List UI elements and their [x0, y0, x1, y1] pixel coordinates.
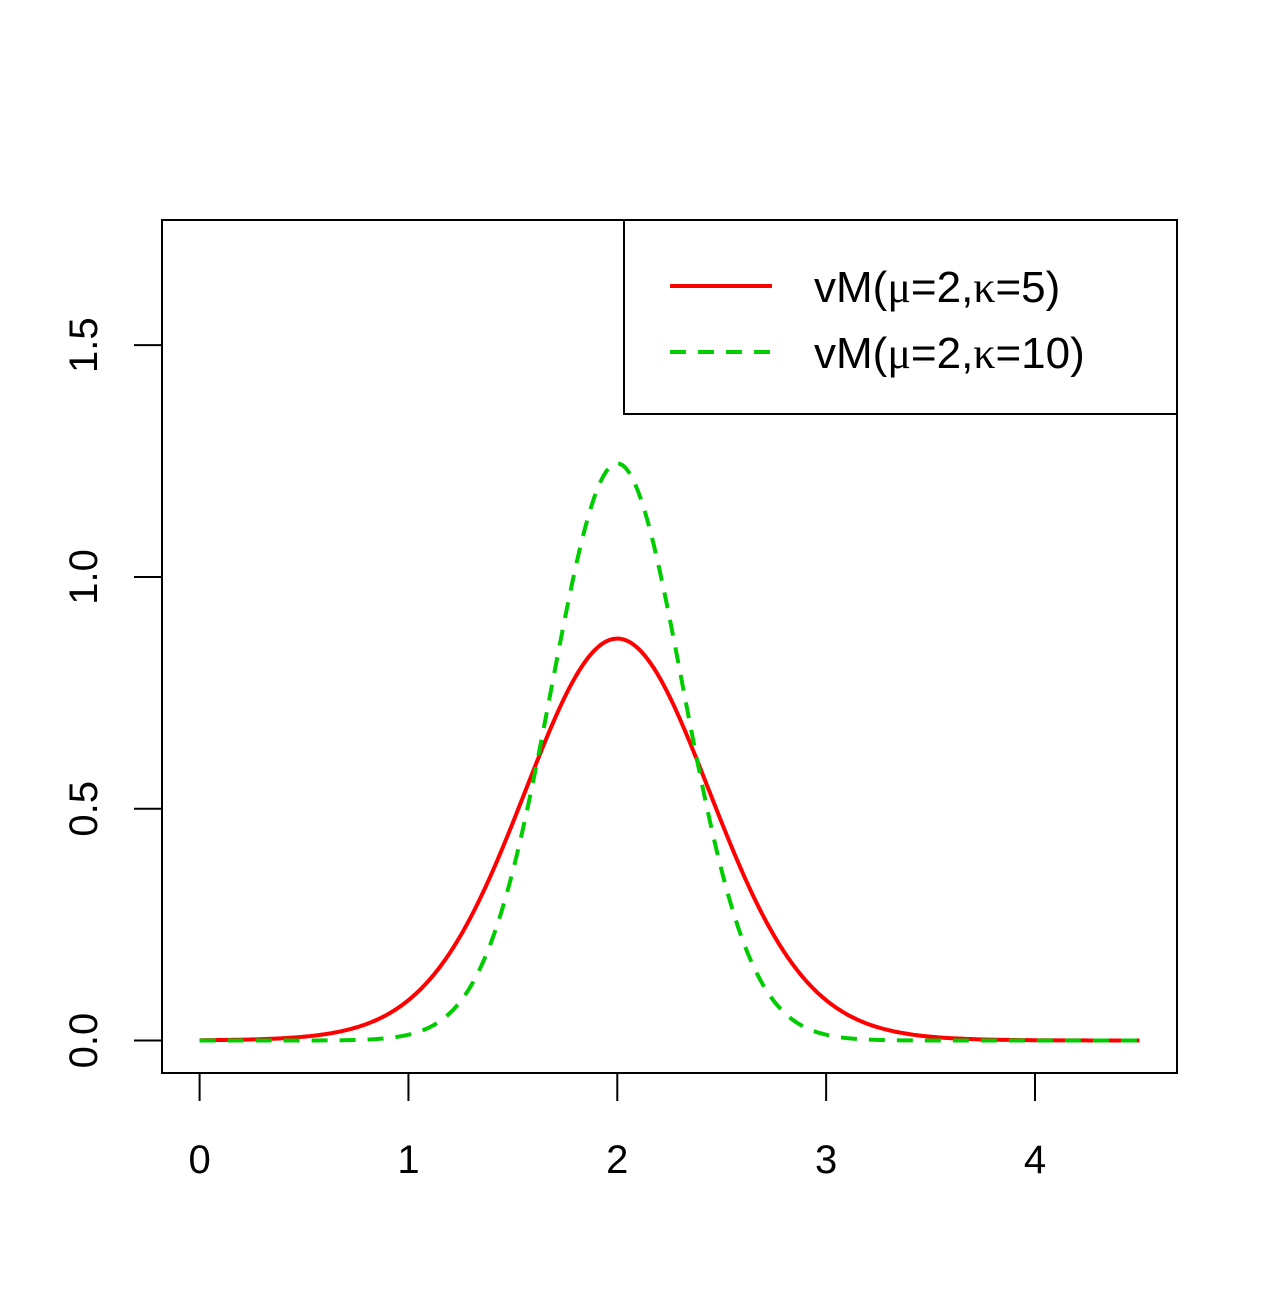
- y-axis: 0.0 0.5 1.0 1.5: [62, 317, 163, 1069]
- series-line-kappa-10: [199, 461, 1140, 1043]
- y-tick-label: 0.0: [62, 1013, 106, 1069]
- x-tick-label: 1: [397, 1138, 419, 1182]
- legend-label-kappa-5: vM(μ=2,κ=5): [814, 263, 1060, 312]
- y-tick-label: 1.0: [62, 549, 106, 605]
- x-tick-label: 2: [606, 1138, 628, 1182]
- legend-label-kappa-10: vM(μ=2,κ=10): [814, 329, 1085, 378]
- series-line-kappa-5: [199, 636, 1140, 1043]
- legend: vM(μ=2,κ=5) vM(μ=2,κ=10): [623, 219, 1178, 415]
- y-tick-label: 0.5: [62, 781, 106, 837]
- x-axis: 0 1 2 3 4: [188, 1072, 1046, 1182]
- y-tick-label: 1.5: [62, 317, 106, 373]
- legend-box: [623, 219, 1178, 415]
- series-layer: [199, 461, 1140, 1043]
- x-tick-label: 0: [188, 1138, 210, 1182]
- x-tick-label: 4: [1024, 1138, 1046, 1182]
- x-tick-label: 3: [815, 1138, 837, 1182]
